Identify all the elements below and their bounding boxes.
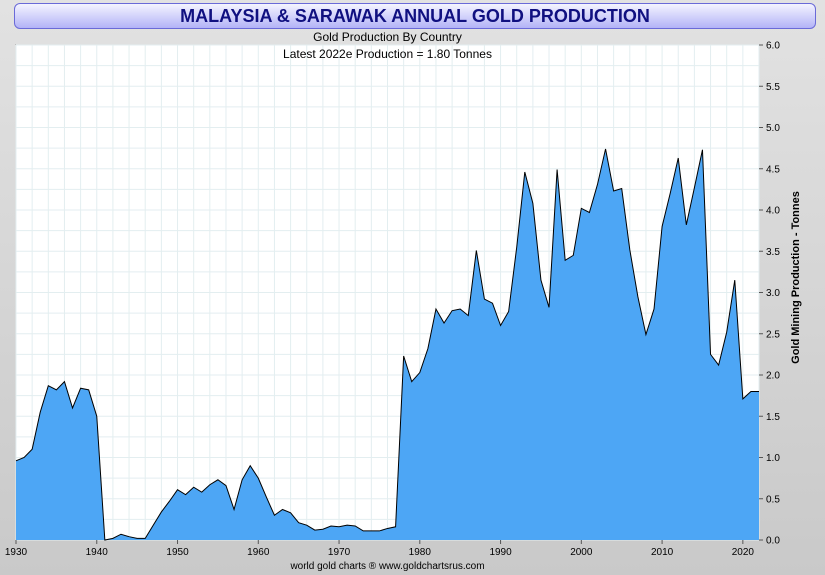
source-footer: world gold charts ® www.goldchartsrus.co…: [289, 561, 484, 572]
x-tick-label: 1950: [166, 547, 189, 558]
x-tick-label: 1990: [489, 547, 512, 558]
x-tick-label: 2020: [732, 547, 755, 558]
x-axis: 1930 1940 1950 1960 1970 1980 1990 2000 2010 2020: [5, 540, 755, 558]
y-tick-label: 4.0: [766, 206, 780, 217]
y-tick-label: 1.0: [766, 453, 780, 464]
y-tick-label: 4.5: [766, 164, 780, 175]
y-tick-label: 6.0: [766, 41, 780, 52]
y-tick-label: 0.0: [766, 536, 780, 547]
x-tick-label: 1970: [328, 547, 351, 558]
x-tick-label: 2000: [570, 547, 593, 558]
x-tick-label: 1940: [86, 547, 109, 558]
y-tick-label: 2.0: [766, 371, 780, 382]
x-tick-label: 1980: [409, 547, 432, 558]
latest-production-annotation: Latest 2022e Production = 1.80 Tonnes: [283, 47, 492, 61]
y-axis-label: Gold Mining Production - Tonnes: [790, 191, 802, 364]
y-tick-label: 2.5: [766, 329, 780, 340]
y-tick-label: 5.5: [766, 82, 780, 93]
chart-subtitle: Gold Production By Country: [313, 30, 462, 44]
x-tick-label: 1930: [5, 547, 28, 558]
production-line: [15, 148, 759, 541]
production-area: [16, 148, 759, 540]
chart-title: MALAYSIA & SARAWAK ANNUAL GOLD PRODUCTIO…: [14, 3, 816, 29]
y-tick-label: 3.5: [766, 247, 780, 258]
y-tick-label: 0.5: [766, 494, 780, 505]
y-tick-label: 1.5: [766, 412, 780, 423]
y-axis: 0.0 0.5 1.0 1.5 2.0 2.5 3.0 3.5 4.0 4.5 5.0 5.5 6.0: [759, 41, 780, 547]
y-tick-label: 3.0: [766, 288, 780, 299]
x-tick-label: 2010: [651, 547, 674, 558]
x-tick-label: 1960: [247, 547, 270, 558]
y-tick-label: 5.0: [766, 123, 780, 134]
